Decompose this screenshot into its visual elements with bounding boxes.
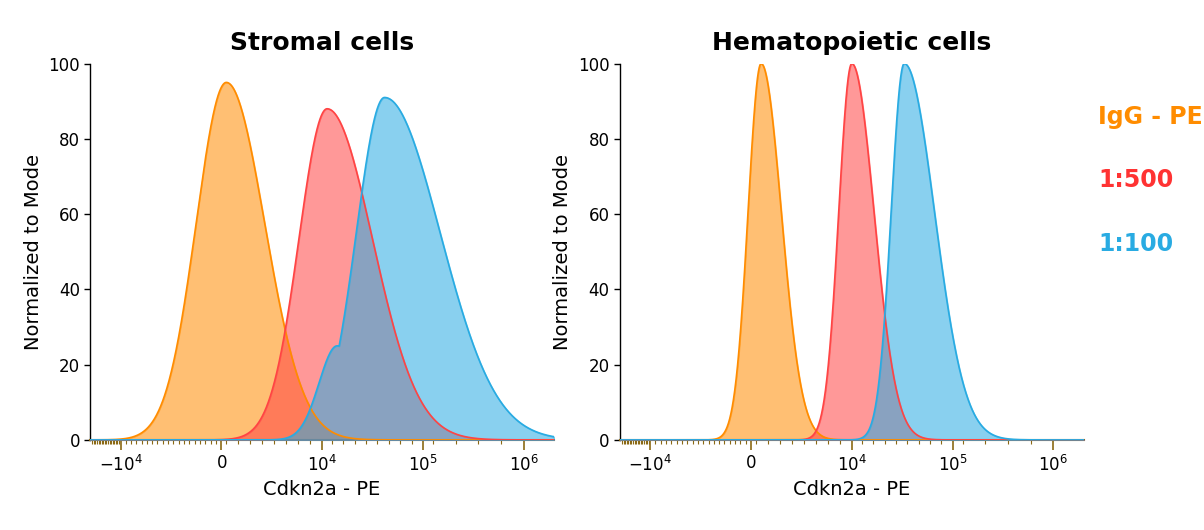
X-axis label: Cdkn2a - PE: Cdkn2a - PE: [264, 480, 380, 499]
Title: Hematopoietic cells: Hematopoietic cells: [713, 31, 991, 55]
Y-axis label: Normalized to Mode: Normalized to Mode: [554, 154, 572, 350]
Text: IgG - PE: IgG - PE: [1098, 104, 1203, 129]
Text: 1:100: 1:100: [1098, 232, 1173, 256]
Text: 1:500: 1:500: [1098, 168, 1173, 192]
Y-axis label: Normalized to Mode: Normalized to Mode: [24, 154, 42, 350]
X-axis label: Cdkn2a - PE: Cdkn2a - PE: [793, 480, 910, 499]
Title: Stromal cells: Stromal cells: [230, 31, 414, 55]
